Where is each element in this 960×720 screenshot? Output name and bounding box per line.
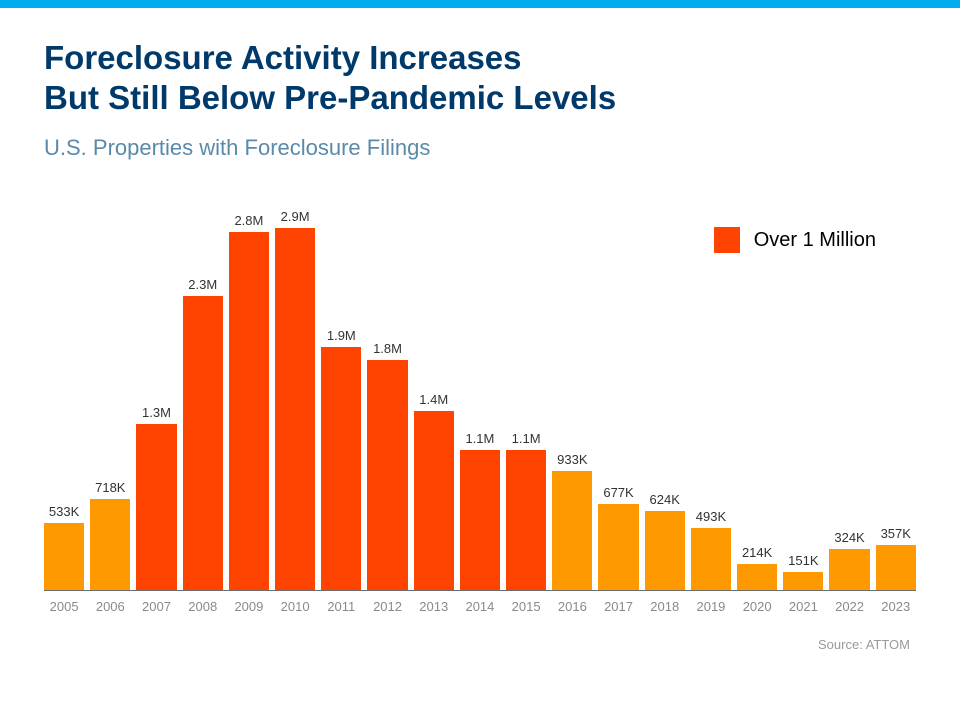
title-line-1: Foreclosure Activity Increases [44,39,522,76]
bar [367,360,407,591]
bar-value-label: 357K [881,526,911,541]
bar [321,347,361,591]
bar-value-label: 933K [557,452,587,467]
bar [598,504,638,591]
bar-col: 151K [783,209,823,591]
bar-col: 1.3M [136,209,176,591]
bar [691,528,731,591]
chart-area: Over 1 Million 533K718K1.3M2.3M2.8M2.9M1… [44,209,916,619]
bar-value-label: 2.3M [188,277,217,292]
source-attribution: Source: ATTOM [44,637,916,652]
bar-col: 1.1M [460,209,500,591]
page-container: Foreclosure Activity Increases But Still… [0,8,960,662]
bar-col: 718K [90,209,130,591]
x-tick: 2013 [414,595,454,619]
bar-value-label: 214K [742,545,772,560]
x-tick: 2014 [460,595,500,619]
bar-value-label: 1.1M [512,431,541,446]
x-tick: 2023 [876,595,916,619]
x-tick: 2005 [44,595,84,619]
bar-value-label: 1.3M [142,405,171,420]
bar-col: 2.8M [229,209,269,591]
bar [183,296,223,591]
bar-value-label: 2.9M [281,209,310,224]
bar [229,232,269,591]
bar-value-label: 624K [650,492,680,507]
x-tick: 2017 [598,595,638,619]
bar [460,450,500,591]
bar-col: 2.9M [275,209,315,591]
x-tick: 2010 [275,595,315,619]
bar-col: 1.9M [321,209,361,591]
x-tick: 2020 [737,595,777,619]
bar-value-label: 324K [834,530,864,545]
bar [136,424,176,591]
x-tick: 2007 [136,595,176,619]
bar-value-label: 1.4M [419,392,448,407]
bar-value-label: 718K [95,480,125,495]
bar [645,511,685,591]
x-tick: 2006 [90,595,130,619]
x-tick: 2016 [552,595,592,619]
x-tick: 2009 [229,595,269,619]
bar-col: 324K [829,209,869,591]
x-tick: 2022 [829,595,869,619]
x-tick: 2015 [506,595,546,619]
plot: 533K 718K 1.3M 2.3M 2.8M 2.9M 1.9M 1.8M 1.4M 1.1M… [44,209,916,619]
chart-title: Foreclosure Activity Increases But Still… [44,38,916,117]
bar-col: 493K [691,209,731,591]
bar-col: 1.8M [367,209,407,591]
bar-value-label: 677K [603,485,633,500]
bar-col: 357K [876,209,916,591]
chart-subtitle: U.S. Properties with Foreclosure Filings [44,135,916,161]
bar-col: 1.1M [506,209,546,591]
bar [506,450,546,591]
accent-bar [0,0,960,8]
bar-col: 214K [737,209,777,591]
bar-col: 624K [645,209,685,591]
bar-value-label: 1.1M [465,431,494,446]
x-tick: 2012 [367,595,407,619]
bar [275,228,315,591]
bar [90,499,130,591]
bar-value-label: 2.8M [234,213,263,228]
x-axis-line [44,590,916,591]
bar [876,545,916,591]
bar-value-label: 1.9M [327,328,356,343]
bar-value-label: 533K [49,504,79,519]
bars-container: 533K 718K 1.3M 2.3M 2.8M 2.9M 1.9M 1.8M 1.4M 1.1M… [44,209,916,591]
bar-value-label: 151K [788,553,818,568]
bar-col: 677K [598,209,638,591]
bar-col: 533K [44,209,84,591]
bar-value-label: 493K [696,509,726,524]
bar-col: 1.4M [414,209,454,591]
x-tick: 2021 [783,595,823,619]
x-tick: 2018 [645,595,685,619]
bar [552,471,592,591]
x-tick: 2008 [183,595,223,619]
bar [414,411,454,591]
x-tick: 2011 [321,595,361,619]
title-line-2: But Still Below Pre-Pandemic Levels [44,79,616,116]
x-ticks-container: 200520062007 20082009201020112012 20132014… [44,595,916,619]
bar [783,572,823,591]
bar [737,564,777,591]
bar-col: 933K [552,209,592,591]
bar [44,523,84,591]
x-tick: 2019 [691,595,731,619]
bar [829,549,869,591]
bar-col: 2.3M [183,209,223,591]
bar-value-label: 1.8M [373,341,402,356]
